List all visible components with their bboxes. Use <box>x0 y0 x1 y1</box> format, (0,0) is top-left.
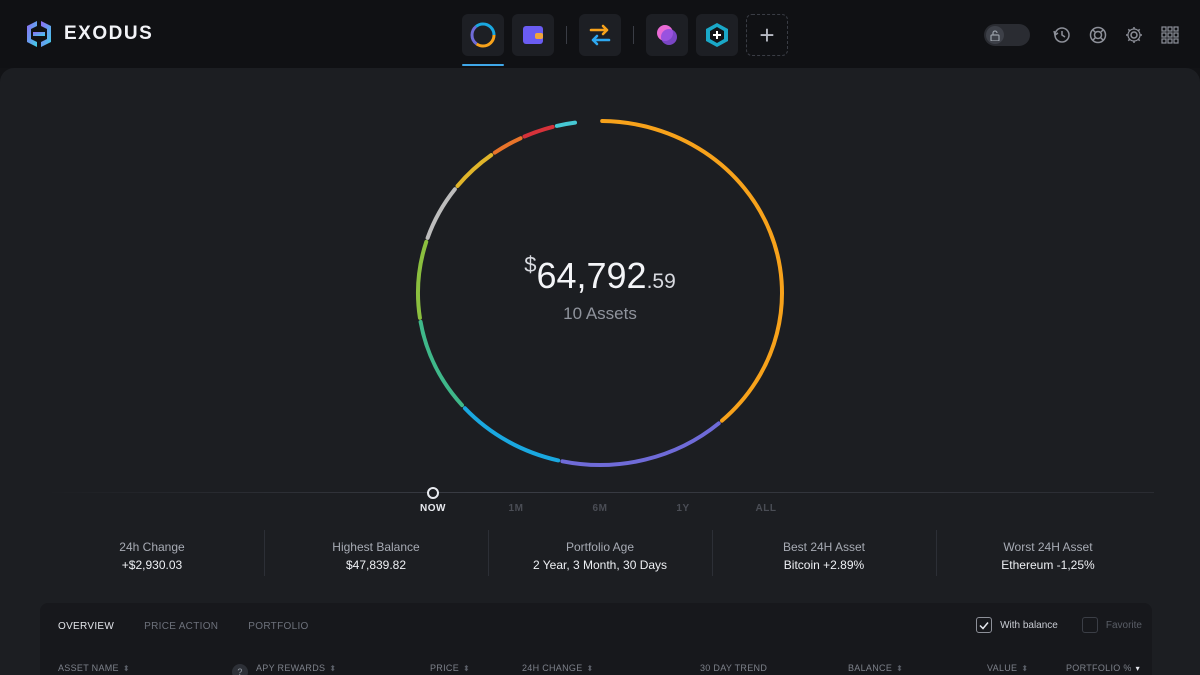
range-now[interactable]: NOW <box>420 503 446 514</box>
top-right-tools <box>984 22 1180 48</box>
sort-icon: ⬍ <box>896 664 904 673</box>
history-icon[interactable] <box>1052 25 1072 45</box>
checkmark-icon <box>979 621 989 630</box>
stat-value: +$2,930.03 <box>121 558 183 572</box>
plus-icon: + <box>759 20 775 50</box>
ring-segment-3[interactable] <box>418 319 465 408</box>
portfolio-ring-icon <box>470 22 496 48</box>
table-header: ASSET NAME ⬍ ? APY REWARDS ⬍ PRICE ⬍ 24H CHA… <box>40 663 1152 675</box>
stat-label: Best 24H Asset <box>782 540 866 554</box>
stat-24h-change: 24h Change +$2,930.03 <box>40 530 264 580</box>
favorite-label: Favorite <box>1105 619 1142 631</box>
nav-add-button[interactable]: + <box>746 14 788 56</box>
tab-overview[interactable]: OVERVIEW <box>58 621 115 632</box>
hexagon-plus-icon <box>706 23 728 47</box>
stat-label: Highest Balance <box>332 540 420 554</box>
assets-table-panel: OVERVIEW PRICE ACTION PORTFOLIO With bal… <box>40 603 1152 675</box>
ring-segment-7[interactable] <box>492 136 523 155</box>
range-6m[interactable]: 6M <box>592 503 608 514</box>
balance-main: 64,792 <box>536 255 647 296</box>
ring-segment-5[interactable] <box>425 187 457 240</box>
timeline-track <box>44 492 1154 493</box>
nav-wallet-button[interactable] <box>512 14 554 56</box>
sort-icon: ⬍ <box>586 664 594 673</box>
nav-divider <box>633 26 634 44</box>
stat-value: Bitcoin +2.89% <box>783 558 865 572</box>
portfolio-stats: 24h Change +$2,930.03 Highest Balance $4… <box>40 530 1160 580</box>
stat-value: $47,839.82 <box>345 558 407 572</box>
help-icon[interactable]: ? <box>232 664 248 675</box>
col-balance[interactable]: BALANCE ⬍ <box>848 663 904 673</box>
col-price[interactable]: PRICE ⬍ <box>430 663 471 673</box>
stat-worst-24h-asset: Worst 24H Asset Ethereum -1,25% <box>936 530 1160 580</box>
col-value[interactable]: VALUE ⬍ <box>987 663 1029 673</box>
total-balance: $64,792.59 <box>420 252 780 297</box>
nav-exchange-button[interactable] <box>579 14 621 56</box>
ring-segment-6[interactable] <box>455 153 494 188</box>
col-30-day-trend: 30 DAY TREND <box>700 663 768 673</box>
wallet-icon <box>523 26 543 44</box>
sort-icon: ⬍ <box>122 664 130 673</box>
sort-icon: ⬍ <box>463 664 471 673</box>
balance-decimal: .59 <box>646 270 676 293</box>
with-balance-checkbox[interactable] <box>976 617 993 633</box>
exodus-logo-icon <box>27 21 51 47</box>
sort-icon: ⬍ <box>329 664 337 673</box>
tab-price-action[interactable]: PRICE ACTION <box>144 621 219 632</box>
sort-desc-icon: ▾ <box>1135 664 1140 673</box>
portfolio-ring-chart <box>416 119 784 467</box>
stat-best-24h-asset: Best 24H Asset Bitcoin +2.89% <box>712 530 936 580</box>
stat-label: 24h Change <box>119 540 185 554</box>
stat-label: Worst 24H Asset <box>1003 540 1093 554</box>
stat-label: Portfolio Age <box>565 540 635 554</box>
stat-highest-balance: Highest Balance $47,839.82 <box>264 530 488 580</box>
apps-grid-icon[interactable] <box>1160 25 1180 45</box>
col-24h-change[interactable]: 24H CHANGE ⬍ <box>522 663 594 673</box>
portfolio-panel: $64,792.59 10 Assets NOW 1M 6M 1Y ALL 24… <box>0 68 1200 675</box>
nav-apps-button[interactable] <box>646 14 688 56</box>
range-1y[interactable]: 1Y <box>676 503 690 514</box>
range-1m[interactable]: 1M <box>508 503 524 514</box>
with-balance-filter[interactable]: With balance <box>976 617 1058 633</box>
tab-portfolio[interactable]: PORTFOLIO <box>248 621 309 632</box>
ring-segment-9[interactable] <box>554 120 578 128</box>
stat-value: 2 Year, 3 Month, 30 Days <box>532 558 668 572</box>
stat-portfolio-age: Portfolio Age 2 Year, 3 Month, 30 Days <box>488 530 712 580</box>
col-portfolio-percent[interactable]: PORTFOLIO % ▾ <box>1066 663 1140 673</box>
main-nav: + <box>462 14 796 66</box>
top-bar: EXODUS <box>0 0 1200 68</box>
stat-value: Ethereum -1,25% <box>1001 558 1095 572</box>
lock-toggle[interactable] <box>984 24 1030 46</box>
ring-segment-4[interactable] <box>416 239 429 320</box>
gear-icon[interactable] <box>1124 25 1144 45</box>
ring-segment-1[interactable] <box>560 421 721 467</box>
table-tabs: OVERVIEW PRICE ACTION PORTFOLIO <box>58 621 309 632</box>
ring-segment-0[interactable] <box>600 119 784 423</box>
timeline-marker[interactable] <box>427 487 439 499</box>
nav-app-store-button[interactable] <box>696 14 738 56</box>
sort-icon: ⬍ <box>1021 664 1029 673</box>
assets-count: 10 Assets <box>563 304 637 323</box>
app-name: EXODUS <box>64 23 154 44</box>
ring-segment-8[interactable] <box>522 124 555 139</box>
favorite-filter[interactable]: Favorite <box>1081 617 1142 633</box>
lock-icon <box>986 26 1004 44</box>
app-logo: EXODUS <box>24 20 153 48</box>
nav-divider <box>566 26 567 44</box>
favorite-checkbox[interactable] <box>1081 617 1098 633</box>
currency-symbol: $ <box>524 252 537 277</box>
support-lifebuoy-icon[interactable] <box>1088 25 1108 45</box>
ring-segment-2[interactable] <box>462 406 561 463</box>
nav-portfolio-button[interactable] <box>462 14 504 66</box>
chat-bubble-icon <box>657 25 677 45</box>
col-apy-rewards[interactable]: ? APY REWARDS ⬍ <box>232 663 336 675</box>
range-all[interactable]: ALL <box>755 503 777 514</box>
exchange-arrows-icon <box>589 24 611 46</box>
with-balance-label: With balance <box>1000 619 1058 631</box>
col-asset-name[interactable]: ASSET NAME ⬍ <box>58 663 130 673</box>
table-filters: With balance Favorite <box>976 617 1142 633</box>
